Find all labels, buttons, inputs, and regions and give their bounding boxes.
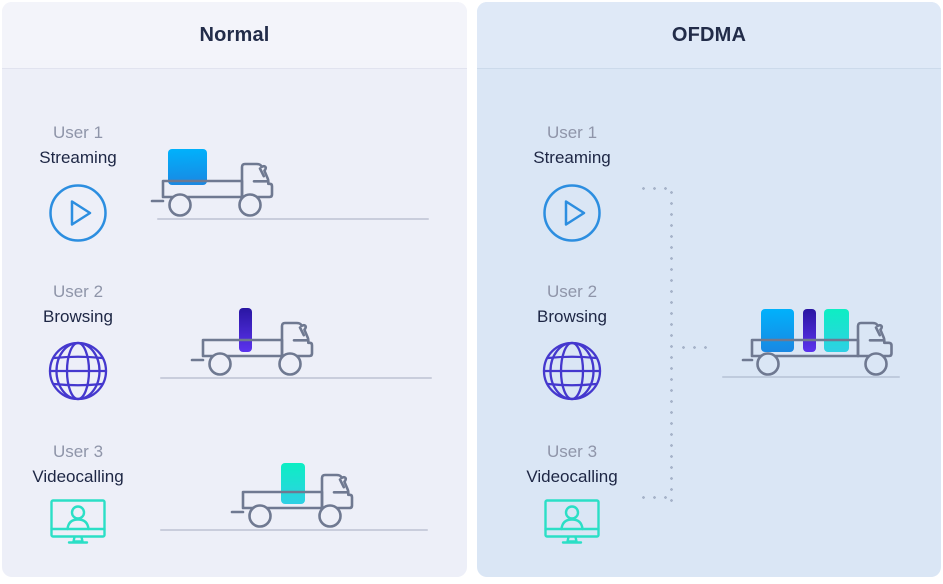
cargo-videocalling-box <box>824 309 849 352</box>
play-icon <box>48 183 108 243</box>
truck-icon <box>190 314 317 378</box>
truck-icon <box>150 155 277 219</box>
truck-icon <box>741 314 896 378</box>
user-1-activity: Streaming <box>533 148 611 167</box>
user-1-activity: Streaming <box>39 148 117 167</box>
user-3-block: User 3 Videocalling <box>2 439 154 489</box>
road-line <box>160 377 432 379</box>
road-line <box>160 529 428 531</box>
user-3-block: User 3 Videocalling <box>496 439 648 489</box>
user-2-activity: Browsing <box>43 307 113 326</box>
road-line <box>157 218 429 220</box>
user-3-label: User 3 <box>52 442 104 461</box>
play-icon <box>542 183 602 243</box>
dotted-connector-trunk <box>670 187 673 509</box>
cargo-streaming-box <box>168 149 207 185</box>
user-3-activity: Videocalling <box>32 467 124 486</box>
panel-ofdma-header: OFDMA <box>477 2 941 69</box>
panel-normal-header: Normal <box>2 2 467 69</box>
dotted-connector-user3 <box>638 496 674 499</box>
panel-normal: Normal User 1 Streaming User 2 Browsing <box>2 2 467 577</box>
cargo-videocalling-box <box>281 463 305 504</box>
globe-icon <box>47 340 109 402</box>
user-1-label: User 1 <box>546 123 598 142</box>
user-2-label: User 2 <box>546 282 598 301</box>
user-2-label: User 2 <box>52 282 104 301</box>
cargo-streaming-box <box>761 309 794 352</box>
user-2-activity: Browsing <box>537 307 607 326</box>
globe-icon <box>541 340 603 402</box>
user-2-block: User 2 Browsing <box>496 279 648 329</box>
panel-ofdma-title: OFDMA <box>671 23 747 46</box>
user-1-block: User 1 Streaming <box>496 120 648 170</box>
user-3-label: User 3 <box>546 442 598 461</box>
truck-icon <box>230 466 357 530</box>
dotted-connector-to-truck <box>678 346 712 349</box>
road-line <box>722 376 900 378</box>
user-2-block: User 2 Browsing <box>2 279 154 329</box>
videocall-icon <box>50 499 106 546</box>
videocall-icon <box>544 499 600 546</box>
panel-ofdma: OFDMA User 1 Streaming User 2 Browsing <box>477 2 941 577</box>
dotted-connector-user1 <box>638 187 674 190</box>
panel-normal-title: Normal <box>199 23 270 46</box>
user-1-block: User 1 Streaming <box>2 120 154 170</box>
user-1-label: User 1 <box>52 123 104 142</box>
user-3-activity: Videocalling <box>526 467 618 486</box>
